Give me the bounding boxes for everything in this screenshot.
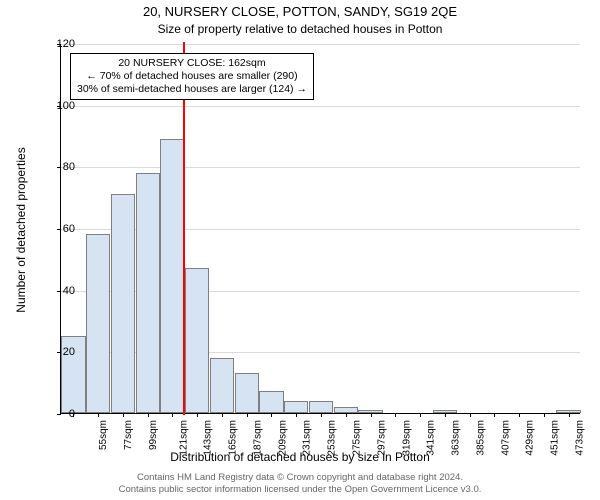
x-tick-mark <box>420 413 421 417</box>
x-tick-mark <box>172 413 173 417</box>
x-tick-mark <box>346 413 347 417</box>
x-tick-label: 451sqm <box>550 420 561 456</box>
y-tick-label: 80 <box>63 161 75 173</box>
annotation-line-1: 20 NURSERY CLOSE: 162sqm <box>77 57 307 70</box>
x-tick-label: 363sqm <box>451 420 462 456</box>
histogram-bar <box>284 401 308 413</box>
x-tick-label: 99sqm <box>148 420 159 450</box>
y-tick-mark <box>57 229 61 230</box>
histogram-bar <box>210 358 234 414</box>
x-tick-label: 77sqm <box>123 420 134 450</box>
y-tick-mark <box>57 414 61 415</box>
chart-container: 20, NURSERY CLOSE, POTTON, SANDY, SG19 2… <box>0 0 600 500</box>
histogram-bar <box>309 401 333 413</box>
histogram-bar <box>160 139 184 413</box>
y-tick-label: 60 <box>63 223 75 235</box>
x-tick-mark <box>296 413 297 417</box>
x-tick-mark <box>494 413 495 417</box>
x-tick-label: 231sqm <box>302 420 313 456</box>
y-tick-mark <box>57 291 61 292</box>
x-tick-label: 341sqm <box>426 420 437 456</box>
x-tick-label: 143sqm <box>203 420 214 456</box>
x-tick-mark <box>271 413 272 417</box>
x-tick-label: 209sqm <box>277 420 288 456</box>
footer-line-1: Contains HM Land Registry data © Crown c… <box>0 472 600 484</box>
annotation-line-2: ← 70% of detached houses are smaller (29… <box>77 70 307 83</box>
x-tick-label: 55sqm <box>98 420 109 450</box>
x-tick-mark <box>197 413 198 417</box>
x-tick-mark <box>222 413 223 417</box>
chart-title-main: 20, NURSERY CLOSE, POTTON, SANDY, SG19 2… <box>0 4 600 19</box>
x-tick-mark <box>321 413 322 417</box>
x-tick-mark <box>519 413 520 417</box>
annotation-box: 20 NURSERY CLOSE: 162sqm ← 70% of detach… <box>70 53 314 100</box>
x-tick-label: 121sqm <box>178 420 189 456</box>
x-tick-mark <box>395 413 396 417</box>
x-tick-mark <box>98 413 99 417</box>
x-tick-label: 429sqm <box>525 420 536 456</box>
histogram-bar <box>136 173 160 414</box>
footer-line-2: Contains public sector information licen… <box>0 484 600 496</box>
x-tick-label: 407sqm <box>500 420 511 456</box>
y-gridline <box>61 44 580 45</box>
x-tick-label: 253sqm <box>327 420 338 456</box>
x-tick-label: 297sqm <box>376 420 387 456</box>
x-tick-label: 187sqm <box>253 420 264 456</box>
y-gridline <box>61 106 580 107</box>
y-tick-mark <box>57 167 61 168</box>
x-tick-mark <box>371 413 372 417</box>
histogram-bar <box>185 268 209 413</box>
annotation-line-3: 30% of semi-detached houses are larger (… <box>77 83 307 96</box>
x-tick-mark <box>123 413 124 417</box>
histogram-bar <box>86 234 110 413</box>
x-tick-mark <box>445 413 446 417</box>
y-gridline <box>61 167 580 168</box>
y-tick-label: 0 <box>69 408 75 420</box>
y-tick-label: 100 <box>57 100 75 112</box>
y-axis-label-text: Number of detached properties <box>14 147 28 312</box>
y-tick-label: 40 <box>63 285 75 297</box>
footer-attribution: Contains HM Land Registry data © Crown c… <box>0 472 600 496</box>
chart-title-sub: Size of property relative to detached ho… <box>0 22 600 36</box>
x-tick-mark <box>148 413 149 417</box>
x-tick-label: 473sqm <box>574 420 585 456</box>
x-tick-mark <box>247 413 248 417</box>
x-tick-mark <box>569 413 570 417</box>
y-axis-label: Number of detached properties <box>14 65 28 230</box>
y-tick-label: 20 <box>63 346 75 358</box>
x-tick-label: 319sqm <box>401 420 412 456</box>
histogram-bar <box>259 391 283 413</box>
histogram-bar <box>111 194 135 413</box>
x-tick-label: 385sqm <box>475 420 486 456</box>
x-tick-mark <box>544 413 545 417</box>
x-tick-label: 275sqm <box>352 420 363 456</box>
histogram-bar <box>235 373 259 413</box>
x-tick-mark <box>470 413 471 417</box>
x-tick-label: 165sqm <box>228 420 239 456</box>
y-tick-label: 120 <box>57 38 75 50</box>
